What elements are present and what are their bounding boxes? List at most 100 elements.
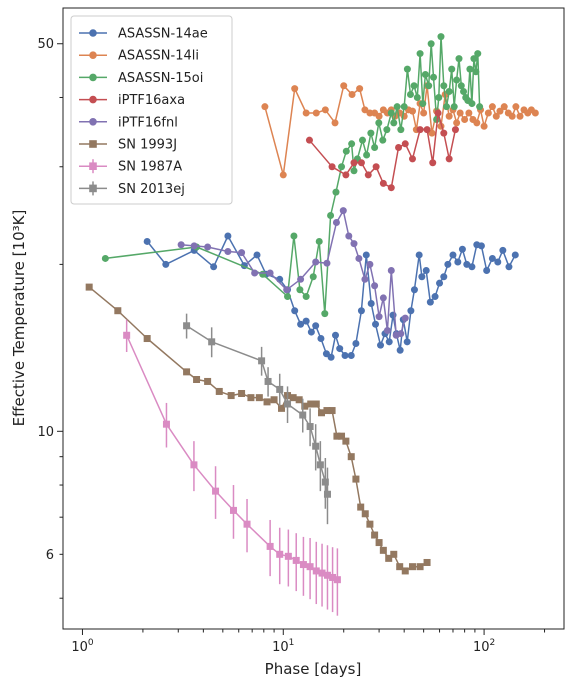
data-point [375,313,383,321]
data-point [375,112,383,120]
data-point [315,237,323,245]
data-point [364,171,372,179]
data-point [204,243,212,251]
data-point [162,260,170,268]
legend-marker [89,140,97,148]
data-point [454,258,462,266]
data-point [309,273,317,281]
data-point [477,242,485,250]
data-point [307,328,315,336]
legend-label: iPTF16axa [118,93,185,108]
data-point [243,520,251,528]
data-point [413,93,421,101]
data-point [350,159,358,167]
data-point [375,539,383,547]
data-point [279,171,287,179]
data-point [407,307,415,315]
data-point [352,475,360,483]
data-point [396,346,404,354]
data-point [461,116,469,124]
data-point [348,90,356,98]
data-point [177,241,185,249]
data-point [457,82,465,90]
series-sn-2013ej [183,313,331,525]
series-asassn-15oi [101,33,484,318]
data-point [448,65,456,73]
legend-label: ASASSN-14ae [118,27,208,42]
data-point [350,167,358,175]
data-point [434,109,442,117]
data-point [472,68,480,76]
data-point [423,126,431,134]
data-point [387,184,395,192]
data-point [332,188,340,196]
data-point [406,90,414,98]
data-point [427,40,435,48]
data-point [253,251,261,259]
data-point [383,326,391,334]
data-point [385,338,393,346]
data-point [435,93,443,101]
data-point [332,331,340,339]
data-point [379,294,387,302]
data-point [403,338,411,346]
data-point [323,407,331,415]
data-point [318,569,326,577]
legend-label: ASASSN-15oi [118,71,203,86]
data-point [416,563,424,571]
data-point [421,71,429,79]
data-point [345,232,353,240]
data-point [401,567,409,575]
data-point [403,65,411,73]
legend-item: iPTF16axa [79,93,185,108]
data-point [456,109,464,117]
data-point [511,251,519,259]
data-point [210,263,218,271]
data-point [367,129,375,137]
data-point [363,151,371,159]
legend-label: SN 1993J [118,138,177,153]
data-point [333,432,341,440]
data-point [259,270,267,278]
data-point [516,112,524,120]
data-point [387,266,395,274]
legend-item: SN 1993J [79,138,177,153]
data-point [299,411,307,419]
data-point [224,232,232,240]
legend-item: SN 1987A [79,159,182,175]
legend: ASASSN-14ae ASASSN-14li ASASSN-15oi iPTF16a… [70,15,233,205]
data-point [338,432,346,440]
data-point [358,136,366,144]
data-point [488,254,496,262]
data-point [276,385,284,393]
data-point [348,140,356,148]
data-point [484,109,492,117]
data-point [367,300,375,308]
data-point [162,420,170,428]
data-point [340,82,348,90]
data-point [431,293,439,301]
data-point [283,286,291,294]
data-point [331,119,339,127]
data-point [396,563,404,571]
data-point [470,55,478,63]
x-tick-label: 102 [473,638,495,655]
legend-label: SN 1987A [118,160,182,175]
legend-marker [89,184,97,193]
y-axis-label: Effective Temperature [10³K] [10,210,28,427]
data-point [397,330,405,338]
data-point [437,33,445,41]
data-point [483,266,491,274]
data-point [355,254,363,262]
data-point [468,100,476,108]
data-point [385,554,393,562]
data-point [333,576,341,584]
legend-marker [89,51,97,59]
data-point [297,320,305,328]
legend-item: iPTF16fnl [79,115,178,130]
data-point [453,119,461,127]
data-point [299,561,307,569]
data-point [193,376,201,384]
legend-label: SN 2013ej [118,182,185,197]
data-point [419,100,427,108]
